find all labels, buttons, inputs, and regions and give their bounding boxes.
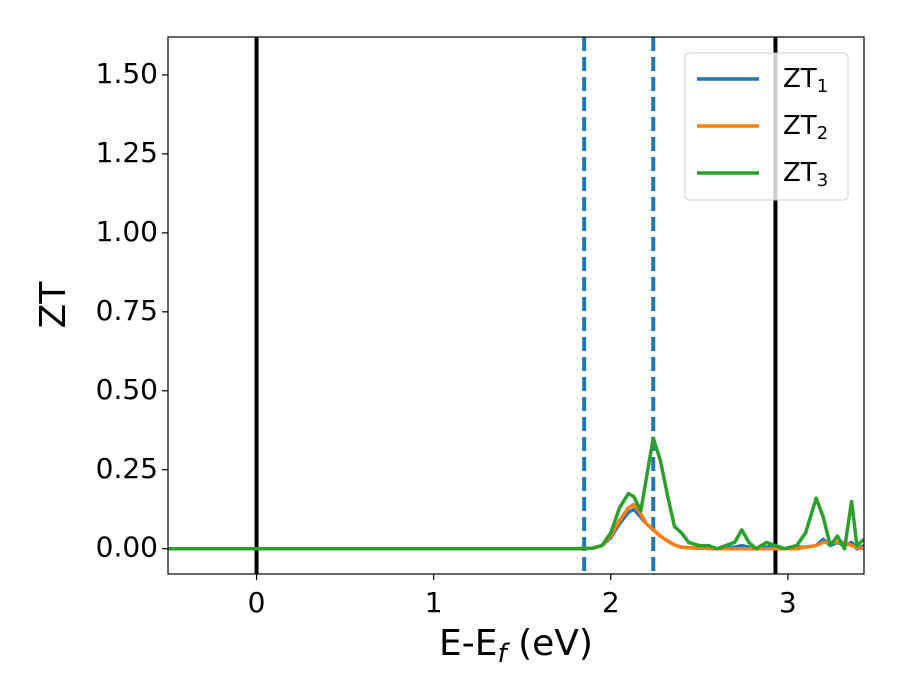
y-tick-label: 0.50 bbox=[96, 373, 158, 406]
y-tick-label: 0.75 bbox=[96, 294, 158, 327]
x-axis-label-part: (eV) bbox=[507, 623, 593, 664]
y-tick-label: 0.25 bbox=[96, 452, 158, 485]
x-tick-label: 0 bbox=[248, 586, 266, 619]
y-tick-label: 1.50 bbox=[96, 57, 158, 90]
legend-label-name: ZT bbox=[783, 158, 817, 188]
series-line bbox=[168, 436, 864, 551]
x-tick-label: 3 bbox=[779, 586, 797, 619]
legend-label-name: ZT bbox=[783, 64, 817, 94]
legend-label-subscript: 3 bbox=[817, 170, 828, 191]
legend-label: ZT1 bbox=[783, 64, 828, 98]
legend-label: ZT2 bbox=[783, 111, 828, 145]
legend-label: ZT3 bbox=[783, 158, 828, 192]
legend-box bbox=[684, 52, 849, 201]
y-tick-label: 0.00 bbox=[96, 531, 158, 564]
x-axis-label: E-Ef (eV) bbox=[439, 623, 593, 669]
y-tick-label: 1.25 bbox=[96, 136, 158, 169]
y-tick-label: 1.00 bbox=[96, 215, 158, 248]
legend-label-subscript: 2 bbox=[817, 123, 828, 144]
x-tick-label: 1 bbox=[425, 586, 443, 619]
x-tick-label: 2 bbox=[602, 586, 620, 619]
legend-label-name: ZT bbox=[783, 111, 817, 141]
axes-frame bbox=[167, 36, 865, 575]
x-axis-label-part: E-E bbox=[439, 623, 497, 664]
legend-label-subscript: 1 bbox=[817, 76, 828, 97]
y-axis-label: ZT bbox=[33, 281, 74, 329]
